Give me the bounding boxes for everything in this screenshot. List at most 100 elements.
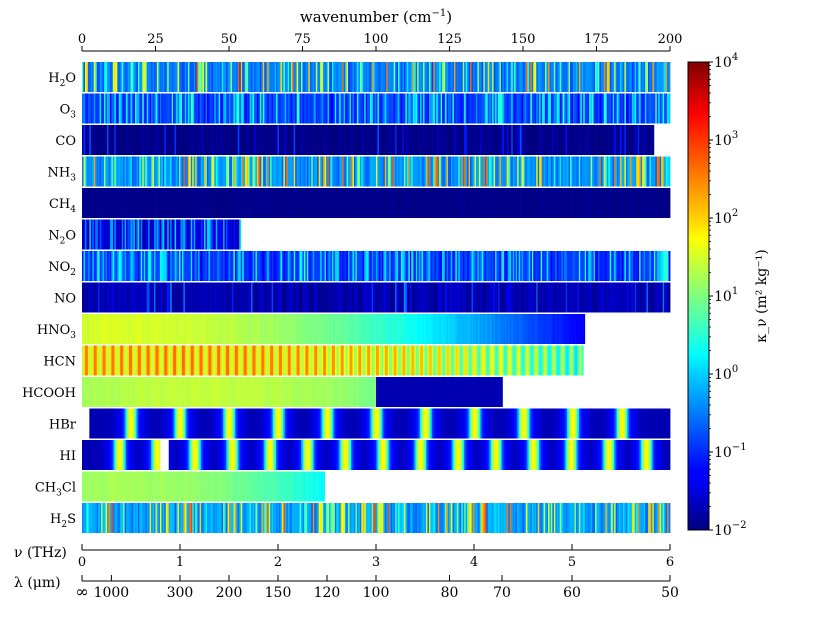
spectrum-cell (237, 93, 240, 124)
spectrum-cell (337, 125, 340, 155)
spectrum-cell (106, 345, 109, 376)
spectrum-cell (487, 408, 490, 439)
spectrum-cell (630, 440, 633, 470)
spectrum-cell (102, 440, 105, 470)
spectrum-cell (311, 251, 314, 281)
spectrum-cell (230, 314, 233, 344)
spectrum-cell (261, 345, 264, 376)
spectrum-cell (646, 156, 649, 187)
spectrum-cell (634, 62, 637, 92)
spectrum-cell (572, 345, 575, 376)
spectrum-cell (331, 93, 334, 124)
spectrum-cell (555, 408, 558, 439)
spectrum-cell (220, 314, 223, 344)
spectrum-cell (621, 93, 624, 124)
spectrum-cell (258, 377, 261, 407)
spectrum-cell (318, 471, 321, 502)
spectrum-cell (330, 282, 333, 313)
spectrum-cell (459, 314, 462, 344)
spectrum-cell (143, 62, 146, 92)
spectrum-cell (337, 188, 340, 218)
spectrum-cell (561, 314, 564, 344)
spectrum-cell (121, 408, 124, 439)
spectrum-cell (405, 440, 408, 470)
spectrum-cell (433, 251, 436, 281)
spectrum-cell (571, 125, 574, 155)
spectrum-cell (253, 345, 256, 376)
spectrum-cell (517, 62, 519, 92)
spectrum-cell (423, 251, 425, 281)
spectrum-cell (524, 314, 527, 344)
spectrum-cell (229, 93, 231, 124)
spectrum-cell (89, 93, 92, 124)
spectrum-cell (465, 377, 468, 407)
spectrum-cell (361, 251, 364, 281)
spectrum-cell (374, 377, 377, 407)
spectrum-cell (627, 251, 630, 281)
spectrum-cell (276, 314, 278, 344)
spectrum-cell (265, 440, 268, 470)
spectrum-cell (543, 125, 546, 155)
spectrum-cell (353, 282, 356, 313)
spectrum-cell (192, 440, 195, 470)
spectrum-cell (370, 440, 372, 470)
spectrum-cell (475, 188, 478, 218)
spectrum-cell (437, 188, 440, 218)
spectrum-cell (640, 93, 643, 124)
spectrum-cell (399, 345, 402, 376)
spectrum-cell (111, 251, 114, 281)
spectrum-cell (253, 408, 256, 439)
spectrum-cell (321, 62, 324, 92)
spectrum-cell (392, 156, 395, 187)
spectrum-cell (624, 188, 627, 218)
spectrum-cell (108, 440, 111, 470)
spectrum-cell (104, 251, 106, 281)
spectrum-cell (348, 125, 350, 155)
spectrum-cell (124, 282, 127, 313)
spectrum-cell (359, 440, 362, 470)
spectrum-cell (251, 125, 253, 155)
spectrum-cell (339, 93, 342, 124)
spectrum-cell (409, 377, 412, 407)
spectrum-cell (218, 125, 221, 155)
spectrum-cell (165, 345, 168, 376)
spectrum-cell (148, 62, 151, 92)
spectrum-cell (87, 345, 90, 376)
spectrum-cell (443, 251, 446, 281)
spectrum-cell (445, 125, 447, 155)
spectrum-cell (493, 156, 496, 187)
spectrum-cell (552, 251, 555, 281)
spectrum-cell (639, 62, 641, 92)
spectrum-cell (296, 377, 299, 407)
spectrum-cell (223, 314, 225, 344)
spectrum-cell (326, 408, 328, 439)
spectrum-cell (159, 188, 162, 218)
spectrum-cell (105, 377, 108, 407)
spectrum-cell (437, 408, 440, 439)
spectrum-cell (636, 408, 639, 439)
spectrum-cell (495, 93, 497, 124)
spectrum-cell (240, 188, 243, 218)
spectrum-cell (567, 314, 569, 344)
spectrum-cell (108, 156, 111, 187)
spectrum-cell (158, 93, 161, 124)
spectrum-cell (462, 282, 465, 313)
spectrum-cell (124, 219, 127, 250)
spectrum-cell (134, 440, 137, 470)
spectrum-cell (599, 188, 602, 218)
spectrum-cell (362, 125, 365, 155)
spectrum-cell (170, 93, 173, 124)
spectrum-cell (179, 188, 181, 218)
spectrum-cell (547, 125, 550, 155)
spectrum-cell (625, 156, 628, 187)
spectrum-cell (328, 282, 331, 313)
spectrum-cell (555, 62, 558, 92)
spectrum-cell (555, 188, 558, 218)
spectrum-cell (251, 503, 253, 533)
spectrum-cell (84, 219, 87, 250)
spectrum-cell (236, 62, 239, 92)
spectrum-cell (108, 345, 111, 376)
spectrum-cell (328, 62, 331, 92)
spectrum-cell (159, 219, 162, 250)
spectrum-cell (512, 93, 515, 124)
